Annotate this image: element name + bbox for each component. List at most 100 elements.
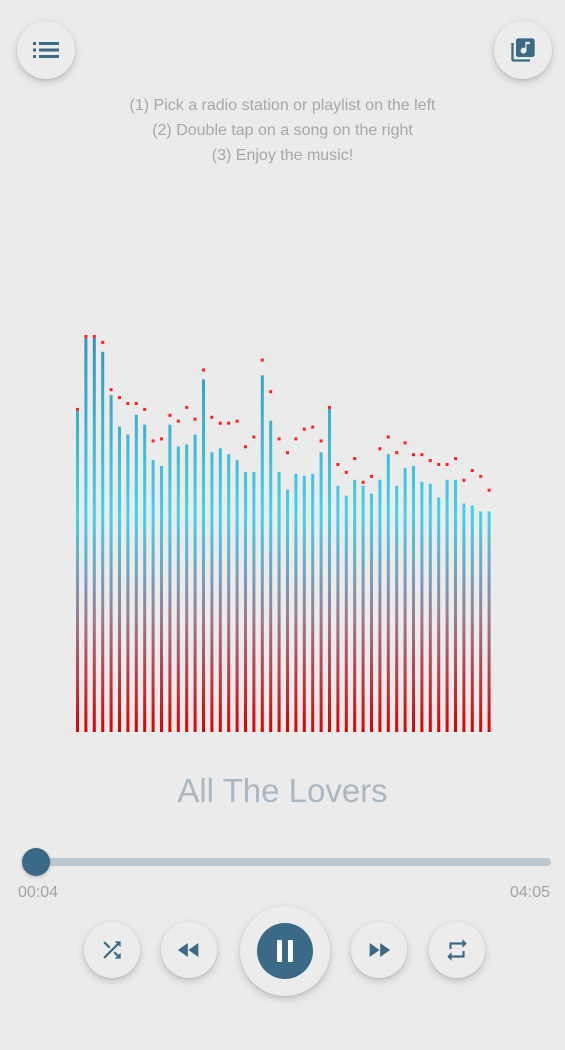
visualizer-peak bbox=[479, 474, 483, 478]
visualizer-peak bbox=[487, 488, 491, 492]
visualizer-peak bbox=[445, 463, 449, 466]
visualizer-bar bbox=[454, 479, 457, 732]
visualizer-peak bbox=[319, 439, 323, 443]
visualizer-peak bbox=[109, 388, 113, 392]
repeat-button[interactable] bbox=[429, 922, 485, 978]
visualizer-bar bbox=[328, 408, 331, 732]
visualizer-peak bbox=[328, 405, 331, 409]
visualizer-peak bbox=[185, 405, 189, 409]
visualizer-peak bbox=[76, 407, 79, 411]
current-time: 00:04 bbox=[18, 884, 59, 901]
visualizer-peak bbox=[470, 469, 474, 472]
visualizer-bar bbox=[311, 473, 315, 732]
visualizer-bar bbox=[269, 420, 273, 732]
visualizer-peak bbox=[428, 459, 432, 463]
shuffle-button[interactable] bbox=[84, 922, 140, 978]
visualizer-peak bbox=[277, 437, 281, 441]
pause-icon bbox=[277, 940, 293, 962]
visualizer-peak bbox=[134, 402, 138, 405]
visualizer-bar bbox=[176, 446, 180, 732]
visualizer-bar bbox=[361, 485, 365, 733]
visualizer-bar bbox=[319, 452, 323, 732]
visualizer-peak bbox=[395, 451, 399, 455]
visualizer-peak bbox=[269, 390, 273, 394]
visualizer-bar bbox=[252, 472, 256, 732]
visualizer-bar bbox=[386, 454, 390, 732]
instructions: (1) Pick a radio station or playlist on … bbox=[0, 93, 565, 168]
visualizer-peak bbox=[92, 335, 96, 338]
visualizer-peak bbox=[403, 441, 407, 445]
visualizer-bar bbox=[353, 479, 357, 732]
visualizer-bar bbox=[168, 424, 172, 732]
visualizer-peak bbox=[412, 453, 415, 457]
visualizer-bar bbox=[344, 495, 348, 732]
visualizer-bar bbox=[420, 481, 424, 732]
visualizer-peak bbox=[168, 413, 172, 417]
visualizer-peak bbox=[244, 445, 247, 449]
instruction-line-2: (2) Double tap on a song on the right bbox=[152, 122, 413, 139]
visualizer-peak bbox=[294, 437, 298, 441]
play-pause-inner bbox=[257, 923, 313, 979]
visualizer-bar bbox=[84, 338, 88, 732]
visualizer-peak bbox=[260, 358, 264, 362]
visualizer-peak bbox=[218, 421, 222, 425]
visualizer-bar bbox=[244, 472, 247, 732]
visualizer-peak bbox=[252, 435, 256, 439]
visualizer-bar bbox=[218, 448, 222, 732]
visualizer-bar bbox=[302, 475, 306, 732]
list-icon bbox=[33, 42, 59, 58]
visualizer-peak bbox=[420, 453, 424, 457]
visualizer-bar bbox=[395, 485, 399, 733]
visualizer-bar bbox=[210, 452, 214, 732]
visualizer-bar bbox=[202, 379, 205, 732]
visualizer-peak bbox=[101, 340, 105, 344]
visualizer-bar bbox=[403, 468, 407, 732]
visualizer-bar bbox=[109, 395, 113, 732]
visualizer-peak bbox=[227, 421, 231, 425]
visualizer-peak bbox=[370, 474, 373, 478]
visualizer-peak bbox=[210, 415, 214, 419]
visualizer-bar bbox=[76, 410, 79, 732]
visualizer-bar bbox=[126, 434, 130, 732]
visualizer-bar bbox=[277, 472, 281, 732]
visualizer-bar bbox=[193, 434, 197, 732]
shuffle-icon bbox=[103, 941, 121, 959]
visualizer-bar bbox=[470, 505, 474, 732]
visualizer-bar bbox=[370, 493, 373, 732]
visualizer-bar bbox=[160, 466, 163, 732]
visualizer-peak bbox=[386, 435, 390, 439]
visualizer-bar bbox=[462, 503, 466, 732]
visualizer-peak bbox=[353, 457, 357, 461]
visualizer-bar bbox=[294, 473, 298, 732]
rewind-button[interactable] bbox=[161, 922, 217, 978]
repeat-icon bbox=[447, 939, 467, 961]
visualizer-bar bbox=[445, 479, 449, 732]
visualizer-peak bbox=[336, 463, 340, 466]
visualizer-peak bbox=[437, 463, 441, 466]
visualizer-bar bbox=[118, 426, 121, 732]
instruction-line-1: (1) Pick a radio station or playlist on … bbox=[129, 97, 436, 114]
total-time: 04:05 bbox=[509, 884, 550, 901]
visualizer-peak bbox=[286, 451, 289, 455]
progress-track[interactable] bbox=[28, 858, 551, 866]
visualizer-peak bbox=[84, 335, 88, 338]
visualizer-bar bbox=[92, 338, 96, 732]
visualizer-bar bbox=[101, 351, 105, 732]
visualizer-peak bbox=[126, 402, 130, 405]
play-pause-button[interactable] bbox=[240, 906, 330, 996]
visualizer-bar bbox=[336, 485, 340, 733]
playlist-button[interactable] bbox=[17, 21, 75, 79]
visualizer-peak bbox=[302, 427, 306, 431]
visualizer-peak bbox=[344, 470, 348, 474]
visualizer-bar bbox=[286, 489, 289, 732]
progress-thumb[interactable] bbox=[22, 848, 51, 876]
visualizer-peak bbox=[143, 407, 147, 411]
music-library-button[interactable] bbox=[494, 21, 552, 79]
visualizer-peak bbox=[454, 457, 457, 461]
fast-forward-button[interactable] bbox=[351, 922, 407, 978]
song-title: All The Lovers bbox=[177, 772, 388, 809]
visualizer-bar bbox=[378, 479, 382, 732]
visualizer-peak bbox=[378, 447, 382, 451]
visualizer-peak bbox=[160, 437, 163, 441]
